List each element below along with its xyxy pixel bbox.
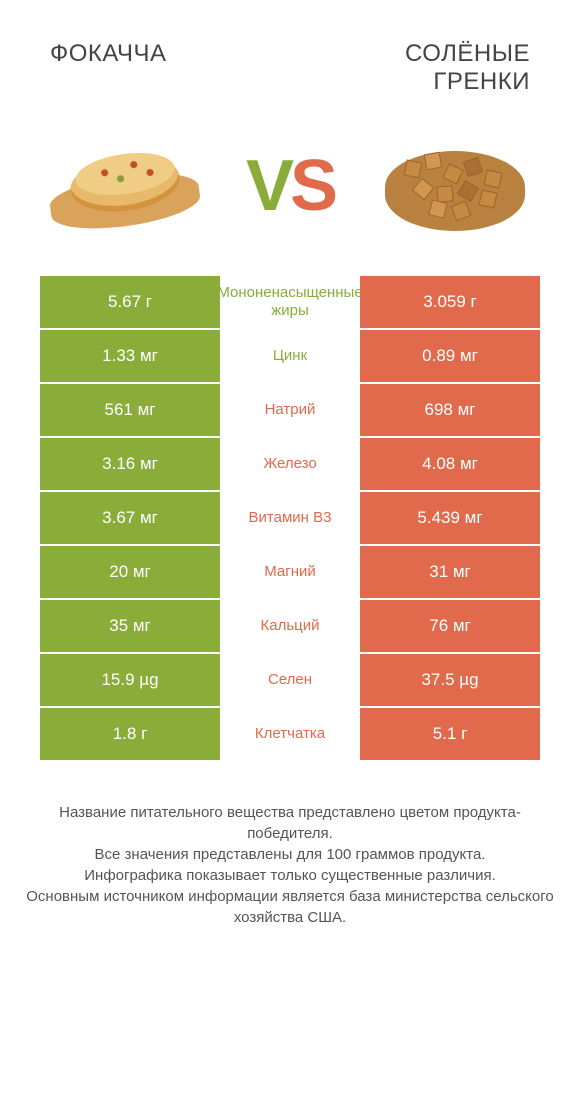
right-value: 3.059 г (360, 276, 540, 328)
left-value: 35 мг (40, 600, 220, 652)
left-product-title: ФОКАЧЧА (50, 40, 270, 96)
vs-v: V (246, 146, 290, 226)
focaccia-icon (50, 146, 200, 226)
table-row: 3.16 мгЖелезо4.08 мг (40, 438, 540, 492)
nutrient-label: Натрий (220, 384, 360, 436)
right-product-image (370, 126, 540, 246)
table-row: 561 мгНатрий698 мг (40, 384, 540, 438)
right-value: 698 мг (360, 384, 540, 436)
nutrient-label: Селен (220, 654, 360, 706)
croutons-icon (375, 131, 535, 241)
nutrient-label: Цинк (220, 330, 360, 382)
right-value: 0.89 мг (360, 330, 540, 382)
table-row: 3.67 мгВитамин B35.439 мг (40, 492, 540, 546)
footer-line: Название питательного вещества представл… (20, 802, 560, 844)
left-value: 1.8 г (40, 708, 220, 760)
right-value: 5.1 г (360, 708, 540, 760)
nutrient-label: Кальций (220, 600, 360, 652)
footer-line: Основным источником информации является … (20, 886, 560, 928)
right-product-title: СОЛЁНЫЕ ГРЕНКИ (310, 40, 530, 96)
nutrient-label: Витамин B3 (220, 492, 360, 544)
vs-label: VS (246, 145, 334, 227)
header: ФОКАЧЧА СОЛЁНЫЕ ГРЕНКИ (0, 0, 580, 106)
nutrient-label: Клетчатка (220, 708, 360, 760)
left-value: 15.9 µg (40, 654, 220, 706)
footer-notes: Название питательного вещества представл… (0, 762, 580, 938)
nutrient-label: Магний (220, 546, 360, 598)
left-value: 3.16 мг (40, 438, 220, 490)
table-row: 35 мгКальций76 мг (40, 600, 540, 654)
nutrient-label: Мононенасыщенные жиры (220, 276, 360, 328)
table-row: 1.33 мгЦинк0.89 мг (40, 330, 540, 384)
table-row: 15.9 µgСелен37.5 µg (40, 654, 540, 708)
table-row: 1.8 гКлетчатка5.1 г (40, 708, 540, 762)
right-value: 5.439 мг (360, 492, 540, 544)
table-row: 20 мгМагний31 мг (40, 546, 540, 600)
left-value: 3.67 мг (40, 492, 220, 544)
footer-line: Все значения представлены для 100 граммо… (20, 844, 560, 865)
left-value: 20 мг (40, 546, 220, 598)
table-row: 5.67 гМононенасыщенные жиры3.059 г (40, 276, 540, 330)
left-value: 1.33 мг (40, 330, 220, 382)
nutrient-label: Железо (220, 438, 360, 490)
right-value: 31 мг (360, 546, 540, 598)
nutrient-table: 5.67 гМононенасыщенные жиры3.059 г1.33 м… (40, 276, 540, 762)
right-value: 76 мг (360, 600, 540, 652)
right-value: 4.08 мг (360, 438, 540, 490)
right-value: 37.5 µg (360, 654, 540, 706)
vs-s: S (290, 146, 334, 226)
left-value: 561 мг (40, 384, 220, 436)
hero-row: VS (0, 106, 580, 276)
left-value: 5.67 г (40, 276, 220, 328)
left-product-image (40, 126, 210, 246)
footer-line: Инфографика показывает только существенн… (20, 865, 560, 886)
